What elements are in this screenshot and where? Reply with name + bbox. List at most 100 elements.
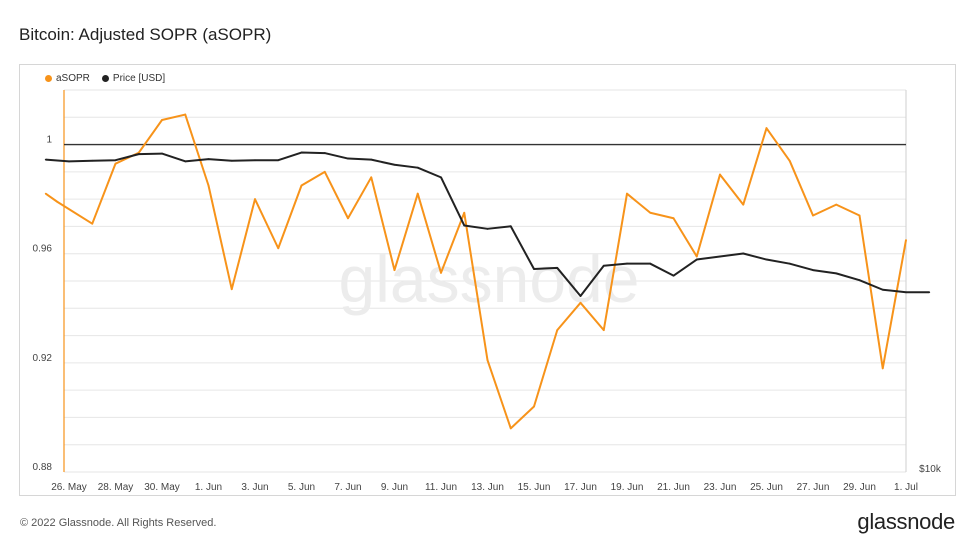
price-point (323, 152, 326, 154)
chart-title: Bitcoin: Adjusted SOPR (aSOPR) (19, 25, 272, 44)
footer-glassnode-logo[interactable]: glassnode (857, 509, 955, 534)
asopr-point (602, 329, 605, 332)
price-point (44, 158, 47, 161)
asopr-point (835, 203, 838, 206)
asopr-point (533, 405, 535, 408)
price-point (928, 291, 931, 294)
y-tick-label: 0.92 (33, 353, 53, 364)
watermark-logo: glassnode (339, 242, 640, 316)
price-point (416, 166, 419, 169)
x-tick-label: 25. Jun (750, 482, 783, 493)
price-point (440, 176, 442, 179)
asopr-point (509, 427, 512, 430)
asopr-point (742, 203, 745, 206)
price-point (230, 159, 233, 162)
legend-label-asopr: aSOPR (56, 73, 90, 84)
x-tick-label: 17. Jun (564, 482, 597, 493)
legend-label-price: Price [USD] (112, 73, 166, 84)
price-point (672, 274, 675, 277)
price-point (137, 153, 140, 156)
asopr-point (114, 162, 117, 165)
price-point (393, 163, 396, 166)
asopr-point (56, 200, 59, 203)
asopr-point (788, 160, 791, 162)
asopr-point (905, 239, 907, 241)
asopr-point (370, 176, 373, 179)
series-layer (44, 113, 931, 430)
asopr-point (207, 184, 210, 187)
price-point (881, 288, 884, 291)
x-tick-label: 1. Jul (894, 482, 918, 493)
asopr-point (672, 217, 675, 220)
asopr-point (91, 222, 94, 225)
asopr-point (440, 271, 442, 274)
x-tick-label: 21. Jun (657, 482, 690, 493)
asopr-point (416, 192, 419, 195)
price-point (509, 225, 512, 228)
asopr-point (765, 127, 768, 130)
price-point (68, 160, 70, 163)
asopr-point (184, 113, 187, 116)
chart-panel (19, 64, 956, 496)
asopr-point (347, 217, 349, 220)
x-tick-label: 15. Jun (518, 482, 551, 493)
right-axis-label: $10k (919, 464, 942, 475)
price-point (905, 291, 907, 294)
price-point (207, 158, 210, 160)
x-tick-label: 11. Jun (425, 482, 457, 493)
asopr-point (579, 301, 582, 304)
asopr-point (812, 214, 814, 217)
price-point (91, 159, 94, 162)
price-point (254, 159, 256, 162)
price-point (556, 267, 559, 269)
price-point (602, 264, 605, 267)
asopr-point (323, 170, 326, 173)
asopr-point (463, 211, 466, 214)
price-point (347, 157, 349, 160)
x-axis-ticks: 26. May 28. May 30. May 1. Jun 3. Jun 5. Jun 7… (51, 482, 918, 493)
price-point (486, 227, 489, 230)
series-asopr-line (45, 113, 907, 430)
price-point (788, 262, 791, 265)
y-tick-label: 0.88 (33, 462, 53, 473)
price-point (858, 279, 861, 282)
x-tick-label: 29. Jun (843, 482, 876, 493)
x-tick-label: 23. Jun (704, 482, 737, 493)
price-point (161, 152, 163, 155)
x-tick-label: 5. Jun (288, 482, 315, 493)
asopr-point (254, 198, 256, 201)
price-point (533, 268, 535, 270)
x-tick-label: 28. May (98, 482, 134, 493)
x-tick-label: 13. Jun (471, 482, 504, 493)
asopr-point (719, 173, 721, 176)
price-point (114, 159, 117, 162)
x-tick-label: 9. Jun (381, 482, 408, 493)
asopr-point (881, 367, 884, 370)
legend-item-price[interactable]: Price [USD] (101, 73, 166, 84)
asopr-point (44, 192, 47, 195)
asopr-point (649, 211, 652, 214)
asopr-point (161, 119, 163, 121)
price-point (835, 272, 838, 275)
asopr-point (393, 269, 396, 271)
price-point (277, 159, 280, 162)
x-tick-label: 26. May (51, 482, 87, 493)
price-point (742, 252, 745, 255)
asopr-point (486, 359, 489, 362)
asopr-point (556, 329, 559, 332)
price-point (649, 262, 652, 265)
price-point (300, 151, 303, 154)
price-point (370, 158, 373, 161)
price-point (695, 258, 698, 261)
price-point (719, 255, 721, 258)
price-point (184, 160, 187, 163)
y-tick-label: 1 (46, 135, 52, 146)
asopr-point (858, 214, 861, 217)
legend-item-asopr[interactable]: aSOPR (45, 73, 90, 84)
x-tick-label: 27. Jun (797, 482, 830, 493)
price-point (463, 224, 466, 227)
asopr-point (695, 255, 698, 258)
x-tick-label: 30. May (144, 482, 180, 493)
asopr-legend-dot (45, 75, 52, 82)
legend: aSOPR Price [USD] (45, 73, 165, 84)
